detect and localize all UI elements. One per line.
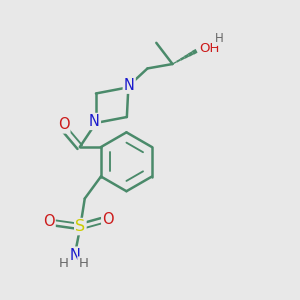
Text: H: H — [59, 257, 69, 271]
Text: H: H — [215, 32, 224, 45]
Text: N: N — [70, 248, 80, 262]
Text: O: O — [58, 118, 69, 133]
Text: OH: OH — [199, 42, 219, 55]
Text: O: O — [102, 212, 114, 227]
Text: N: N — [124, 78, 135, 93]
Text: H: H — [78, 257, 88, 271]
Text: N: N — [89, 114, 100, 129]
Text: O: O — [43, 214, 55, 229]
Text: S: S — [75, 219, 85, 234]
